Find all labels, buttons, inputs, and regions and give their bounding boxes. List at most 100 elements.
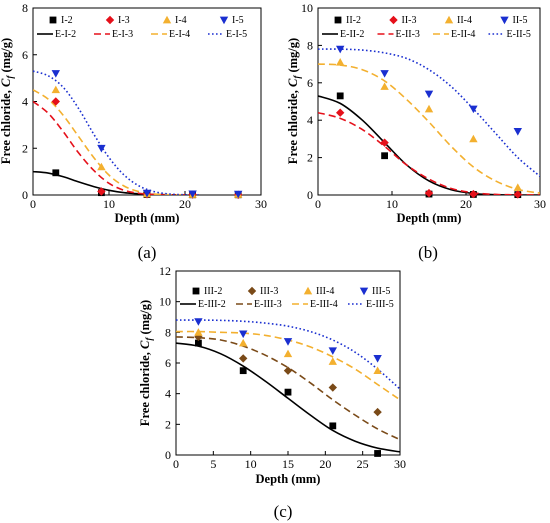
fit-curve-e-ii-4 [318,63,540,194]
legend-label: E-I-4 [169,29,190,40]
y-axis-label-symbol: C [286,78,300,87]
x-tick-label: 5 [210,457,216,471]
panel-label: (c) [274,502,293,521]
data-point [283,338,293,346]
fit-curve-e-i-3 [33,100,185,195]
x-tick-label: 0 [30,197,36,211]
x-axis-label: Depth (mm) [256,472,321,486]
legend-marker [444,15,454,24]
data-point [424,90,434,99]
data-point [188,190,197,199]
chart-panel-1: 0 10 20 30 0 2 4 6 8 Depth (mm) Free chloride, Cf … [0,1,267,262]
y-tick-label: 0 [165,448,171,462]
data-point [469,134,478,143]
data-point [51,70,60,78]
fit-curve-e-i-5 [33,70,201,195]
legend-label: II-2 [346,15,361,26]
data-point [97,144,106,153]
legend-label: III-4 [316,286,334,297]
y-tick-label: 8 [307,38,313,52]
y-axis-label: Free chloride, Cf (mg/g) [138,300,154,426]
x-tick-label: 10 [103,197,115,211]
data-point [380,70,389,78]
legend-marker [105,15,115,25]
panel-label: (b) [418,243,438,262]
legend-marker [389,15,398,25]
legend-label: E-I-2 [55,29,76,40]
data-point [336,58,345,66]
legend-marker [247,286,257,296]
fit-curve-e-ii-5 [318,48,540,177]
data-point [373,407,382,417]
legend-marker [192,287,200,295]
legend-marker [219,16,229,25]
x-tick-label: 25 [357,457,369,471]
x-tick-label: 30 [394,457,406,471]
legend-label: E-II-2 [340,29,364,40]
data-point [336,92,344,100]
y-tick-label: 10 [159,295,171,309]
data-point [195,339,202,347]
data-point [469,105,478,114]
legend-marker [500,16,509,25]
data-point [142,189,152,198]
x-tick-label: 15 [282,457,294,471]
y-tick-label: 2 [22,141,28,155]
y-tick-label: 8 [165,325,171,339]
y-tick-label: 2 [307,151,313,165]
fit-curve-e-ii-2 [318,95,540,195]
legend-label: I-3 [118,15,130,26]
x-tick-label: 0 [315,197,321,211]
chart-panel-3: 0 5 10 15 20 25 30 0 2 4 6 8 10 12 Depth (mm) Free chlo… [138,264,406,521]
fit-curve-e-iii-2 [176,342,400,453]
x-tick-label: 30 [534,197,546,211]
data-point [194,318,203,326]
series-iii-5 [194,318,382,363]
fit-curve-e-iii-3 [176,336,400,441]
y-axis-label-unit: (mg/g) [0,38,13,76]
y-tick-label: 0 [307,188,313,202]
x-tick-label: 20 [319,457,331,471]
data-point [51,97,60,106]
x-tick-label: 0 [173,457,179,471]
data-point [329,422,337,430]
legend-label: II-5 [513,15,528,26]
y-axis-label-subscript: f [144,337,154,341]
data-point [513,190,522,199]
data-point [380,82,389,90]
legend-label: I-2 [61,15,73,26]
data-point [373,366,382,375]
x-tick-label: 20 [460,197,472,211]
fit-curves [318,48,540,195]
x-tick-label: 20 [179,197,191,211]
y-axis-label-text: Free chloride, [286,87,300,164]
x-tick-label: 30 [255,197,267,211]
data-point [374,450,381,457]
legend-label: III-3 [260,286,278,297]
data-point [234,190,243,199]
data-point [283,366,293,375]
data-point [513,183,522,191]
legend-label: III-5 [372,286,390,297]
y-tick-label: 8 [22,1,28,15]
y-axis-label-subscript: f [5,75,15,79]
y-tick-label: 4 [307,113,313,127]
y-tick-label: 4 [165,387,171,401]
y-axis-label: Free chloride, Cf (mg/g) [0,38,15,164]
legend-label: E-III-4 [310,299,338,310]
legend-label: II-4 [457,15,472,26]
legend-label: E-III-5 [366,299,394,310]
data-point [469,189,478,199]
y-axis-label-unit: (mg/g) [286,38,300,76]
data-point [336,108,345,117]
legend-label: I-4 [175,15,187,26]
data-point [97,162,106,171]
legend-label: E-II-3 [396,29,420,40]
x-tick-label: 10 [245,457,257,471]
series-ii-3 [336,108,522,199]
data-point [513,128,522,136]
data-point [424,188,434,198]
data-point [239,338,248,347]
